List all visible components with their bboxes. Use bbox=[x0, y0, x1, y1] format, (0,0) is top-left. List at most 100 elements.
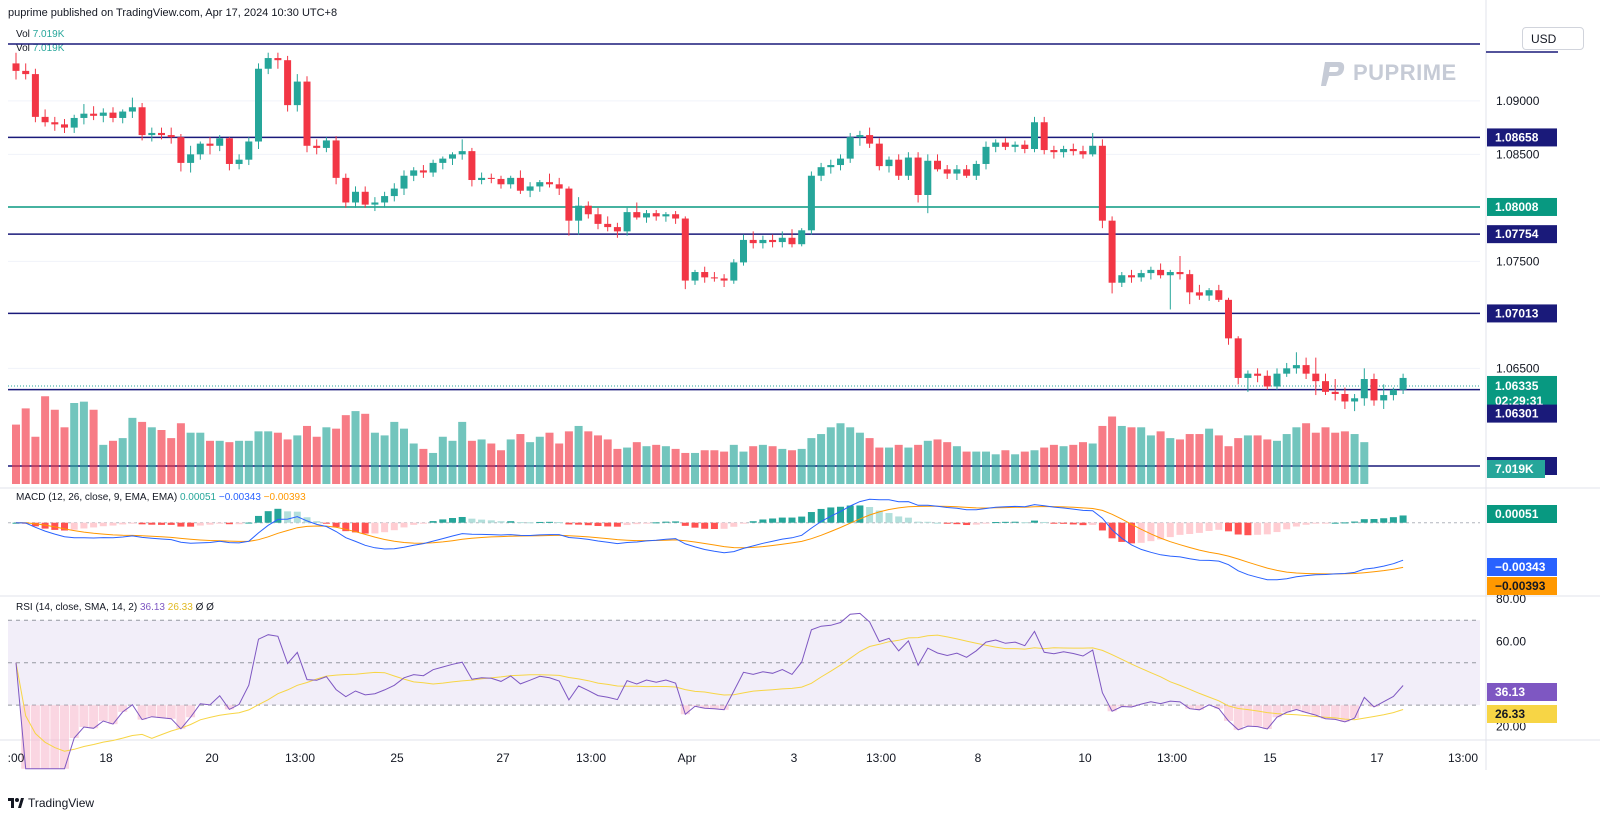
rsi-tick-label: 80.00 bbox=[1496, 592, 1526, 606]
macd-histogram-bar bbox=[1060, 522, 1068, 524]
volume-bar bbox=[1049, 444, 1058, 484]
volume-bar bbox=[31, 436, 40, 484]
candle-body bbox=[1021, 144, 1029, 149]
candle-body bbox=[904, 157, 912, 176]
volume-bar bbox=[652, 444, 661, 484]
candle-body bbox=[730, 262, 738, 281]
rsi-legend-ma: 26.33 bbox=[167, 602, 193, 613]
candle-body bbox=[429, 162, 437, 173]
macd-histogram-bar bbox=[652, 522, 660, 524]
volume-bar bbox=[12, 424, 20, 484]
macd-histogram-bar bbox=[478, 519, 486, 523]
volume-bar bbox=[1321, 427, 1330, 484]
level-label: 1.08008 bbox=[1495, 200, 1539, 214]
candle-body bbox=[51, 122, 59, 125]
candle-body bbox=[963, 169, 971, 176]
rsi-value-label: 36.13 bbox=[1495, 685, 1525, 699]
candle-body bbox=[759, 239, 767, 244]
macd-histogram-bar bbox=[429, 521, 437, 523]
macd-histogram-bar bbox=[1322, 522, 1329, 524]
volume-bar bbox=[1273, 440, 1281, 484]
candle-body bbox=[381, 196, 389, 203]
macd-histogram-bar bbox=[264, 511, 272, 523]
macd-histogram-bar bbox=[856, 505, 864, 523]
candle-body bbox=[128, 107, 136, 112]
macd-histogram-bar bbox=[710, 522, 718, 530]
macd-histogram-bar bbox=[1098, 522, 1106, 531]
macd-histogram-bar bbox=[1050, 522, 1058, 524]
volume-bar bbox=[933, 439, 942, 484]
candle-body bbox=[924, 160, 932, 195]
candle-body bbox=[992, 142, 1000, 147]
macd-histogram-bar bbox=[196, 522, 204, 526]
rsi-oversold-fill bbox=[21, 705, 1379, 769]
candle-body bbox=[1302, 365, 1310, 374]
volume-bar bbox=[1001, 450, 1010, 484]
volume-bar bbox=[535, 436, 544, 484]
macd-histogram-bar bbox=[1079, 522, 1087, 526]
macd-histogram-bar bbox=[41, 522, 49, 529]
volume-bar bbox=[797, 448, 806, 484]
macd-histogram-bar bbox=[12, 522, 20, 524]
level-label-bg bbox=[1487, 197, 1557, 216]
volume-bar bbox=[991, 454, 1000, 484]
price-tick-label: 1.08500 bbox=[1496, 147, 1540, 161]
macd-value-label: 0.00051 bbox=[1495, 507, 1539, 521]
volume-bar bbox=[458, 421, 467, 484]
volume-bar bbox=[1234, 438, 1243, 484]
candle-body bbox=[866, 135, 874, 144]
volume-bar bbox=[370, 432, 379, 484]
volume-bar bbox=[1040, 447, 1049, 484]
x-tick-label: 8 bbox=[975, 751, 982, 765]
candle-body bbox=[1263, 375, 1271, 387]
level-label: 1.07013 bbox=[1495, 306, 1539, 320]
candle-body bbox=[1108, 220, 1116, 283]
candle-body bbox=[1011, 144, 1019, 147]
rsi-value-label-bg bbox=[1487, 683, 1557, 701]
rsi-legend: RSI (14, close, SMA, 14, 2) 36.13 26.33 … bbox=[16, 602, 214, 613]
macd-histogram-bar bbox=[1176, 522, 1184, 535]
candle-body bbox=[788, 237, 796, 245]
candle-body bbox=[1360, 379, 1368, 399]
macd-histogram-bar bbox=[1031, 520, 1038, 523]
candle-body bbox=[740, 239, 747, 263]
candle-body bbox=[419, 170, 427, 173]
volume-bar bbox=[807, 438, 816, 484]
tradingview-brand[interactable]: TradingView bbox=[8, 796, 94, 810]
volume-bar bbox=[332, 428, 341, 484]
puprime-watermark: PUPRIME bbox=[1317, 58, 1457, 88]
candle-body bbox=[1370, 379, 1378, 401]
macd-line-label: −0.00343 bbox=[1495, 560, 1546, 574]
currency-button[interactable]: USD bbox=[1522, 27, 1584, 50]
candle-body bbox=[313, 145, 321, 148]
macd-histogram-bar bbox=[303, 517, 311, 523]
macd-histogram-bar bbox=[381, 522, 389, 533]
macd-histogram-bar bbox=[1351, 521, 1359, 523]
macd-histogram-bar bbox=[992, 522, 1000, 524]
macd-signal-label: −0.00393 bbox=[1495, 579, 1546, 593]
rsi-ma-label: 26.33 bbox=[1495, 707, 1525, 721]
x-tick-label: 10 bbox=[1078, 751, 1092, 765]
macd-legend-signal: −0.00393 bbox=[263, 492, 306, 503]
candle-body bbox=[468, 151, 476, 181]
macd-histogram-bar bbox=[1137, 522, 1145, 543]
volume-bar bbox=[632, 442, 641, 484]
candle-body bbox=[546, 182, 553, 185]
macd-histogram-bar bbox=[458, 516, 466, 523]
volume-bar bbox=[128, 417, 137, 484]
candle-body bbox=[119, 111, 127, 118]
vol-label: Vol bbox=[16, 43, 30, 54]
volume-bar bbox=[1146, 435, 1155, 484]
candle-body bbox=[516, 177, 524, 191]
volume-bar bbox=[962, 451, 971, 484]
macd-histogram-bar bbox=[158, 522, 165, 525]
rsi-legend-v1: Ø bbox=[195, 602, 204, 613]
volume-bar bbox=[438, 436, 447, 484]
candle-body bbox=[1292, 365, 1300, 369]
level-label-bg bbox=[1487, 304, 1557, 323]
candle-body bbox=[1312, 373, 1320, 382]
macd-histogram-bar bbox=[827, 507, 835, 523]
macd-histogram-bar bbox=[924, 521, 932, 523]
tradingview-logo-icon bbox=[8, 798, 24, 808]
